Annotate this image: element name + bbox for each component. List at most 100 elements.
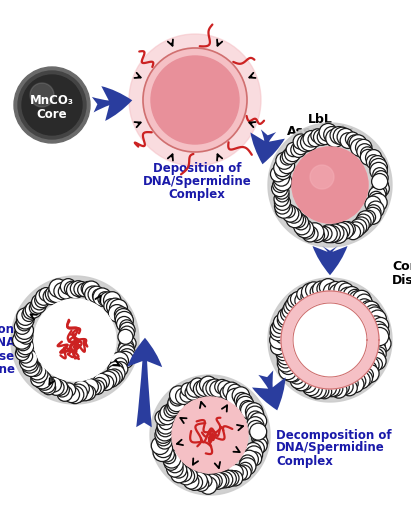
Circle shape <box>120 326 134 341</box>
Circle shape <box>78 283 92 297</box>
Circle shape <box>158 407 176 425</box>
Circle shape <box>353 290 371 308</box>
Circle shape <box>57 386 72 401</box>
Circle shape <box>162 450 176 464</box>
Circle shape <box>309 382 326 399</box>
Circle shape <box>303 131 320 147</box>
Circle shape <box>104 299 118 313</box>
Circle shape <box>362 301 380 319</box>
Polygon shape <box>293 303 367 377</box>
Circle shape <box>245 403 263 420</box>
Circle shape <box>109 304 126 322</box>
Circle shape <box>185 385 201 400</box>
Circle shape <box>277 312 293 328</box>
Circle shape <box>129 34 261 166</box>
Circle shape <box>310 284 326 300</box>
Circle shape <box>93 373 109 389</box>
Circle shape <box>171 466 188 483</box>
Circle shape <box>340 221 355 236</box>
Circle shape <box>17 316 32 331</box>
Circle shape <box>328 381 343 397</box>
Circle shape <box>365 149 382 166</box>
Circle shape <box>360 147 374 161</box>
Circle shape <box>168 394 185 411</box>
Circle shape <box>227 465 243 480</box>
Circle shape <box>362 361 376 376</box>
Circle shape <box>69 384 88 402</box>
Circle shape <box>29 363 46 380</box>
Circle shape <box>16 342 31 357</box>
Circle shape <box>157 421 173 437</box>
Circle shape <box>76 384 94 401</box>
Circle shape <box>18 71 86 139</box>
Circle shape <box>20 350 37 367</box>
Circle shape <box>236 393 253 410</box>
Text: of Spermidine: of Spermidine <box>0 363 15 375</box>
Circle shape <box>181 383 195 397</box>
Circle shape <box>270 331 287 349</box>
Circle shape <box>369 316 383 331</box>
Circle shape <box>74 282 89 297</box>
Circle shape <box>297 287 310 301</box>
Circle shape <box>17 338 34 355</box>
Circle shape <box>330 226 348 243</box>
Circle shape <box>331 382 347 398</box>
Circle shape <box>296 220 314 238</box>
Circle shape <box>298 376 312 390</box>
Text: Dissolution: Dissolution <box>392 273 411 286</box>
Circle shape <box>274 192 289 207</box>
Circle shape <box>22 75 82 135</box>
Circle shape <box>120 333 133 347</box>
Circle shape <box>306 381 322 398</box>
Circle shape <box>143 48 247 152</box>
Circle shape <box>317 385 332 399</box>
Circle shape <box>199 474 212 488</box>
Circle shape <box>36 373 53 390</box>
Circle shape <box>275 188 289 202</box>
Circle shape <box>46 377 61 392</box>
Circle shape <box>157 417 174 434</box>
Circle shape <box>314 227 328 241</box>
Circle shape <box>273 315 289 330</box>
Circle shape <box>120 320 134 334</box>
Circle shape <box>274 159 291 177</box>
Circle shape <box>279 158 295 174</box>
Circle shape <box>156 431 171 446</box>
Circle shape <box>82 379 98 395</box>
Circle shape <box>286 143 300 157</box>
Circle shape <box>151 56 239 144</box>
Circle shape <box>29 301 43 315</box>
Circle shape <box>104 291 121 309</box>
Circle shape <box>280 151 294 165</box>
Circle shape <box>284 300 298 315</box>
Circle shape <box>113 362 128 376</box>
Circle shape <box>344 377 358 390</box>
Circle shape <box>16 347 30 360</box>
Circle shape <box>118 341 134 358</box>
Circle shape <box>228 384 242 399</box>
Circle shape <box>312 281 330 298</box>
Circle shape <box>93 288 111 306</box>
Circle shape <box>170 391 185 406</box>
Circle shape <box>117 351 134 368</box>
Circle shape <box>14 67 90 143</box>
Circle shape <box>170 386 188 404</box>
Circle shape <box>326 224 344 242</box>
Circle shape <box>286 208 302 223</box>
Circle shape <box>87 381 101 395</box>
Circle shape <box>320 380 337 396</box>
Circle shape <box>277 308 295 325</box>
Circle shape <box>248 411 263 426</box>
Circle shape <box>111 352 129 370</box>
Circle shape <box>374 170 388 185</box>
Circle shape <box>171 462 187 478</box>
Text: of DNA: of DNA <box>0 336 15 350</box>
Circle shape <box>293 215 309 230</box>
Circle shape <box>107 365 125 383</box>
Circle shape <box>277 348 294 365</box>
Circle shape <box>240 401 259 419</box>
Circle shape <box>284 146 300 162</box>
Circle shape <box>34 299 116 381</box>
Circle shape <box>184 474 199 489</box>
Circle shape <box>251 427 267 443</box>
